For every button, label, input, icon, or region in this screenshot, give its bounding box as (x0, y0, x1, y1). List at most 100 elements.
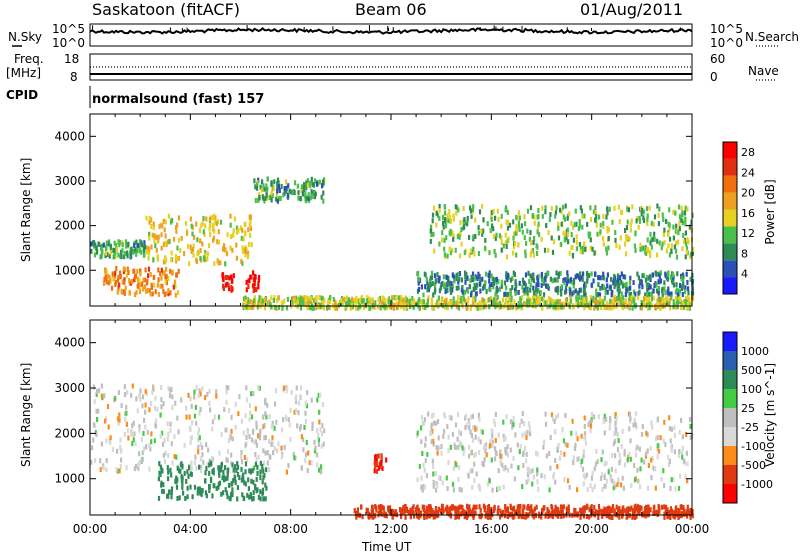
power-data-cell (490, 273, 493, 279)
power-data-cell (596, 304, 599, 310)
velocity-data-cell (681, 445, 684, 451)
power-data-cell (302, 296, 305, 302)
velocity-data-cell (670, 477, 673, 483)
power-data-cell (455, 272, 458, 278)
power-data-cell (318, 179, 321, 185)
velocity-data-cell (618, 452, 621, 458)
power-data-cell (444, 282, 447, 288)
velocity-data-cell (316, 397, 319, 403)
velocity-data-cell (667, 513, 670, 519)
power-data-cell (486, 297, 489, 303)
power-data-cell (469, 278, 472, 284)
power-data-cell (138, 242, 141, 248)
velocity-data-cell (245, 397, 248, 403)
power-data-cell (617, 291, 620, 297)
velocity-data-cell (388, 508, 391, 514)
velocity-data-cell (596, 509, 599, 515)
power-data-cell (431, 281, 434, 287)
velocity-data-cell (614, 427, 618, 433)
power-data-cell (531, 295, 535, 301)
velocity-data-cell (447, 434, 450, 440)
velocity-data-cell (449, 509, 452, 515)
power-data-cell (123, 289, 126, 295)
power-data-cell (691, 286, 694, 292)
velocity-data-cell (105, 458, 108, 464)
power-data-cell (448, 214, 452, 220)
power-data-cell (213, 261, 216, 267)
power-data-cell (640, 300, 643, 306)
velocity-data-cell (645, 451, 648, 457)
velocity-data-cell (117, 390, 120, 395)
velocity-data-cell (593, 504, 596, 510)
power-data-cell (658, 240, 661, 246)
power-data-cell (248, 305, 251, 310)
power-data-cell (566, 270, 569, 276)
velocity-data-cell (170, 486, 174, 492)
power-data-cell (641, 207, 644, 213)
velocity-data-cell (522, 421, 525, 426)
velocity-data-cell (584, 474, 587, 480)
power-data-cell (276, 185, 279, 191)
velocity-data-cell (635, 513, 638, 519)
power-data-cell (583, 283, 586, 289)
power-data-cell (614, 230, 617, 235)
velocity-data-cell (299, 424, 302, 430)
power-data-cell (174, 292, 177, 298)
power-data-cell (594, 210, 597, 216)
power-data-cell (664, 296, 667, 302)
velocity-data-cell (144, 388, 147, 394)
power-data-cell (610, 305, 613, 311)
velocity-data-cell (634, 515, 637, 520)
velocity-data-cell (170, 472, 173, 478)
power-data-cell (129, 254, 132, 260)
power-data-cell (243, 222, 246, 227)
power-data-cell (402, 300, 405, 306)
velocity-data-cell (462, 508, 465, 514)
velocity-data-cell (561, 427, 564, 433)
velocity-data-cell (553, 419, 556, 424)
velocity-data-cell (375, 458, 378, 464)
velocity-data-cell (548, 451, 551, 456)
power-data-cell (646, 291, 649, 297)
velocity-data-cell (507, 467, 510, 473)
velocity-data-cell (616, 481, 619, 487)
velocity-data-cell (564, 413, 567, 418)
n-sky-label: N.Sky (8, 30, 43, 44)
power-data-cell (206, 251, 209, 257)
power-data-cell (229, 234, 233, 239)
power-data-cell (161, 223, 164, 229)
velocity-data-cell (371, 514, 374, 520)
velocity-data-cell (511, 424, 514, 430)
velocity-data-cell (224, 476, 227, 482)
velocity-data-cell (585, 513, 589, 519)
velocity-data-cell (644, 513, 647, 519)
power-data-cell (314, 296, 317, 302)
velocity-data-cell (196, 486, 199, 492)
power-data-cell (293, 180, 297, 186)
power-data-cell (526, 208, 530, 214)
velocity-data-cell (446, 486, 449, 491)
velocity-data-cell (399, 510, 402, 516)
power-data-cell (618, 218, 621, 224)
velocity-data-cell (601, 513, 604, 519)
power-data-cell (265, 192, 268, 198)
velocity-data-cell (227, 468, 230, 474)
velocity-data-cell (199, 441, 202, 447)
power-data-cell (580, 208, 583, 214)
velocity-data-cell (685, 450, 688, 456)
power-data-cell (135, 289, 138, 295)
y-tick-label: 4000 (54, 336, 85, 350)
power-data-cell (453, 274, 456, 280)
power-data-cell (554, 287, 557, 293)
velocity-data-cell (416, 504, 419, 510)
power-data-cell (321, 183, 324, 189)
velocity-data-cell (116, 416, 120, 422)
velocity-data-cell (270, 424, 273, 430)
power-data-cell (602, 241, 605, 247)
power-data-cell (272, 298, 275, 303)
power-data-cell (565, 235, 568, 241)
velocity-data-cell (481, 429, 484, 435)
power-data-cell (175, 258, 178, 264)
velocity-data-cell (268, 414, 271, 420)
x-tick-label: 16:00 (474, 522, 509, 536)
